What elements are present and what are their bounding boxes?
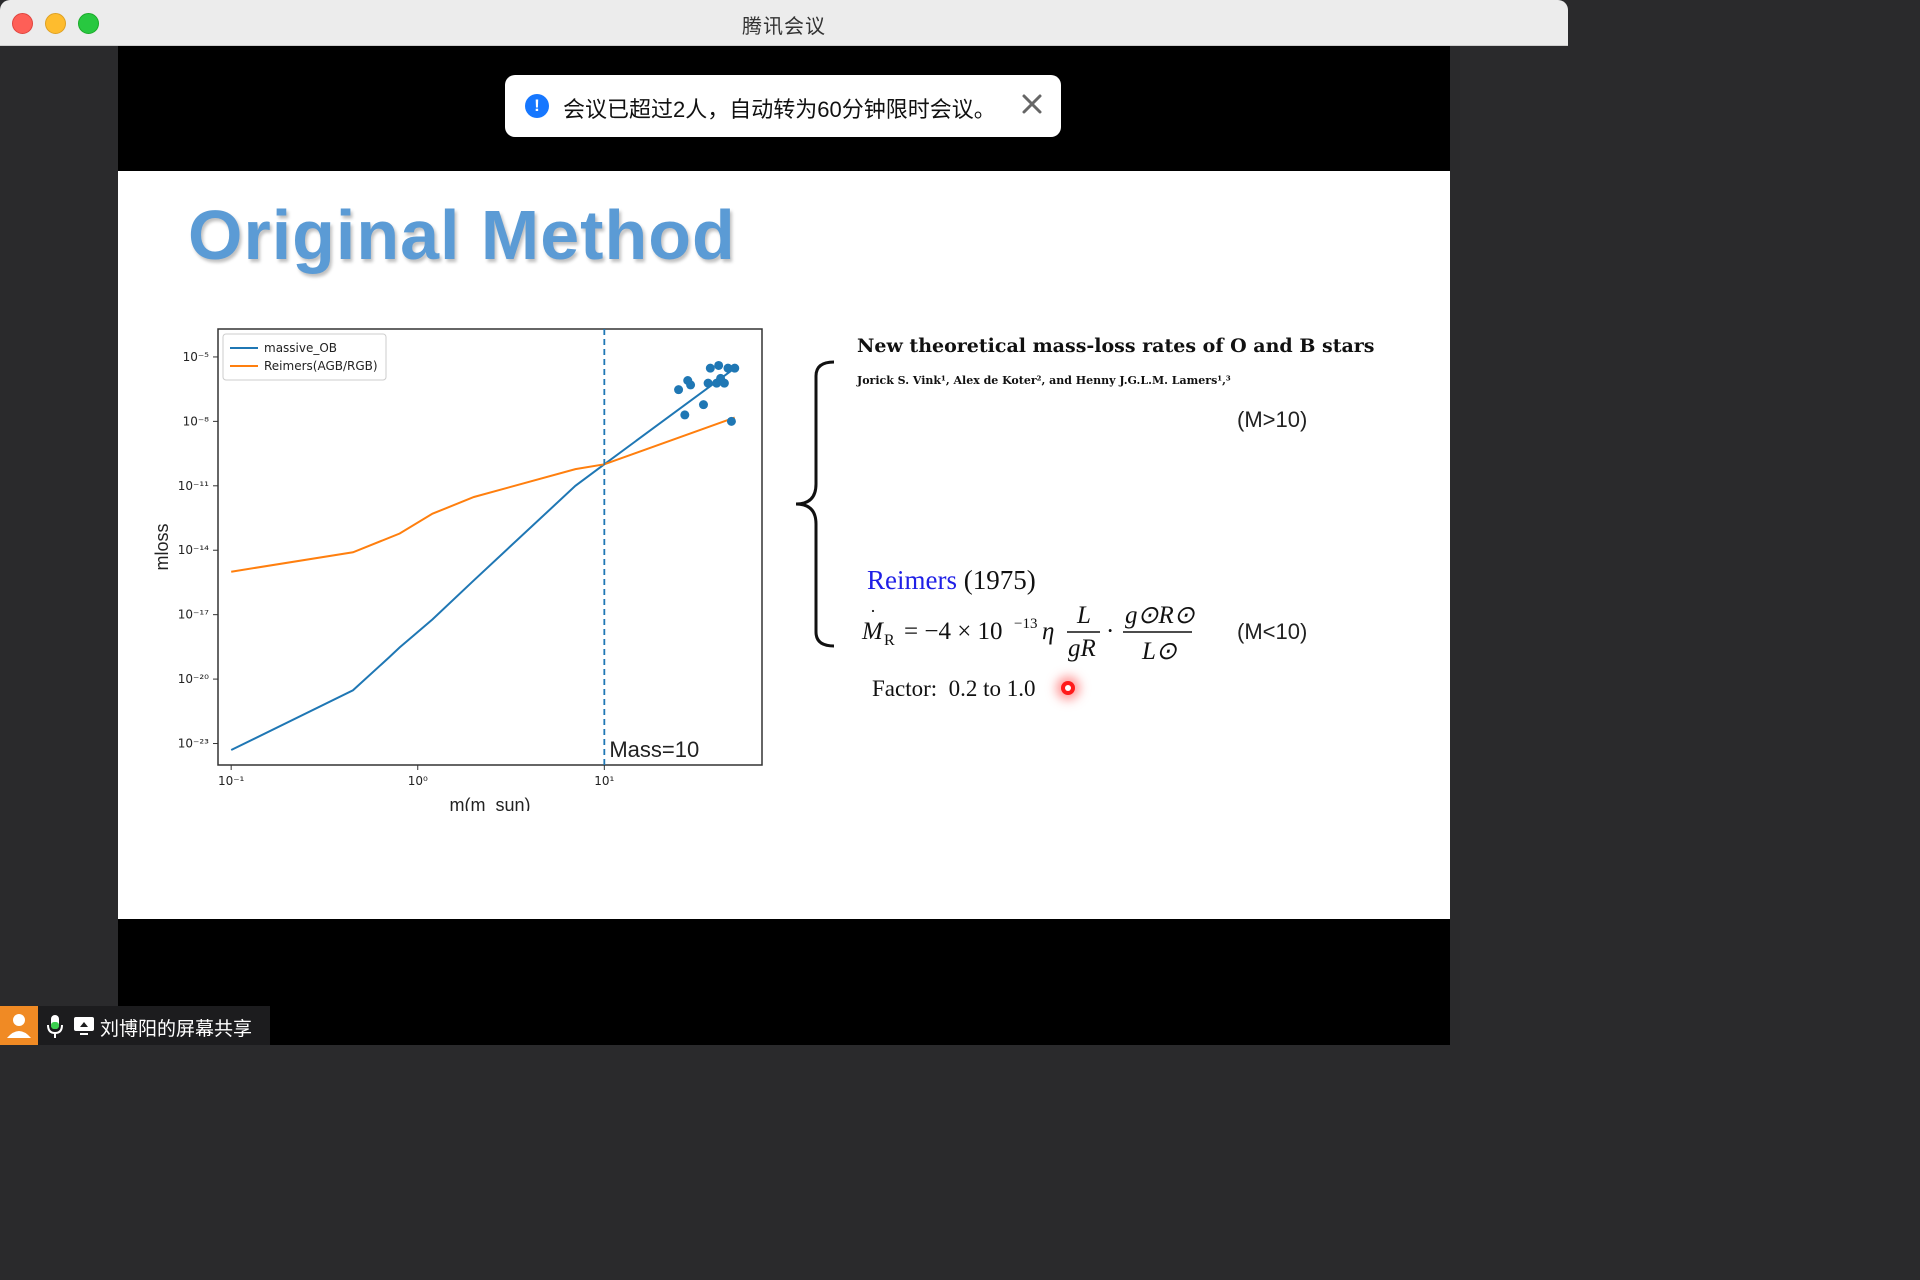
svg-text:gR: gR — [1068, 635, 1096, 662]
info-icon: ! — [525, 94, 549, 118]
right-gutter — [1450, 46, 1568, 1045]
svg-text:·: · — [870, 601, 876, 621]
legend-box — [222, 333, 387, 381]
y-tick-label: 10⁻¹⁷ — [178, 608, 209, 622]
close-icon[interactable] — [1017, 89, 1047, 119]
reimers-name: Reimers — [867, 565, 957, 595]
x-tick-label: 10⁻¹ — [218, 774, 245, 788]
svg-text:−13: −13 — [1014, 616, 1037, 632]
window-title: 腾讯会议 — [742, 16, 826, 38]
scatter-point — [714, 360, 724, 370]
mass-annotation: Mass=10 — [609, 737, 699, 762]
condition-high-mass: (M>10) — [1237, 407, 1308, 432]
user-icon — [0, 1006, 38, 1045]
scatter-point — [723, 363, 733, 373]
y-tick-label: 10⁻²³ — [178, 737, 209, 751]
factor-line: Factor: 0.2 to 1.0 — [872, 676, 1036, 702]
y-axis-label: mloss — [152, 523, 172, 570]
y-tick-label: 10⁻⁸ — [183, 414, 210, 428]
window-titlebar: 腾讯会议 — [0, 0, 1568, 46]
y-tick-label: 10⁻¹⁴ — [178, 543, 209, 557]
screen-share-indicator: 刘博阳的屏幕共享 — [0, 1006, 270, 1045]
left-gutter — [0, 46, 118, 1045]
minimize-window-button[interactable] — [45, 13, 66, 34]
series-line-reimers — [231, 416, 736, 573]
factor-value: 0.2 to 1.0 — [948, 676, 1036, 701]
mic-icon[interactable] — [45, 1013, 65, 1039]
mass-loss-chart: 10⁻¹ 10⁰ 10¹ 10⁻⁵ 10⁻⁸ 10⁻¹¹ 10⁻¹⁴ 10⁻¹⁷ 10⁻²⁰ 10… — [152, 328, 763, 811]
reimers-formula: M · R = −4 × 10 −13 η L gR · g⊙R⊙ L⊙ — [861, 601, 1196, 665]
y-tick-label: 10⁻¹¹ — [178, 479, 209, 493]
slide-title: Original Method — [188, 196, 736, 274]
x-tick-label: 10⁰ — [408, 774, 428, 788]
zoom-window-button[interactable] — [78, 13, 99, 34]
svg-text:L⊙: L⊙ — [1141, 638, 1178, 665]
scatter-point — [703, 378, 713, 388]
x-tick-label: 10¹ — [594, 774, 614, 788]
scatter-point — [680, 410, 690, 420]
presentation-slide: Original Method 10⁻¹ 10⁰ 10¹ 10⁻⁵ 10⁻⁸ 10⁻¹¹ 1… — [118, 171, 1450, 919]
laser-pointer — [1061, 681, 1075, 695]
plot-frame — [217, 328, 763, 766]
series-line-massive-ob — [230, 367, 736, 751]
svg-text:L: L — [1076, 602, 1091, 629]
svg-text:·: · — [1106, 618, 1114, 645]
y-tick-label: 10⁻⁵ — [183, 350, 210, 364]
scatter-point — [719, 378, 729, 388]
notification-toast: ! 会议已超过2人，自动转为60分钟限时会议。 — [505, 75, 1061, 137]
paper-title: New theoretical mass-loss rates of O and… — [857, 335, 1375, 357]
svg-text:g⊙R⊙: g⊙R⊙ — [1125, 602, 1196, 629]
svg-text:= −4 × 10: = −4 × 10 — [904, 618, 1003, 645]
close-window-button[interactable] — [12, 13, 33, 34]
factor-label: Factor: — [872, 676, 938, 701]
screen-share-icon[interactable] — [73, 1016, 95, 1036]
svg-text:M: M — [861, 618, 884, 645]
scatter-point — [698, 400, 708, 410]
curly-brace — [795, 360, 835, 648]
toast-message: 会议已超过2人，自动转为60分钟限时会议。 — [563, 97, 996, 122]
scatter-point — [726, 416, 736, 426]
y-tick-label: 10⁻²⁰ — [178, 672, 209, 686]
reimers-reference: Reimers (1975) — [867, 565, 1036, 596]
reimers-year: (1975) — [963, 565, 1036, 595]
scatter-point — [705, 363, 715, 373]
legend-label: massive_OB — [264, 341, 337, 355]
scatter-point — [730, 363, 740, 373]
condition-low-mass: (M<10) — [1237, 619, 1308, 644]
scatter-point — [674, 385, 684, 395]
svg-text:R: R — [884, 632, 895, 649]
paper-authors: Jorick S. Vink¹, Alex de Koter², and Hen… — [857, 374, 1231, 387]
scatter-point — [686, 380, 696, 390]
x-axis-label: m(m_sun) — [449, 795, 530, 811]
screen-share-label: 刘博阳的屏幕共享 — [100, 1019, 253, 1040]
svg-text:η: η — [1042, 618, 1054, 645]
legend-label: Reimers(AGB/RGB) — [264, 359, 378, 373]
